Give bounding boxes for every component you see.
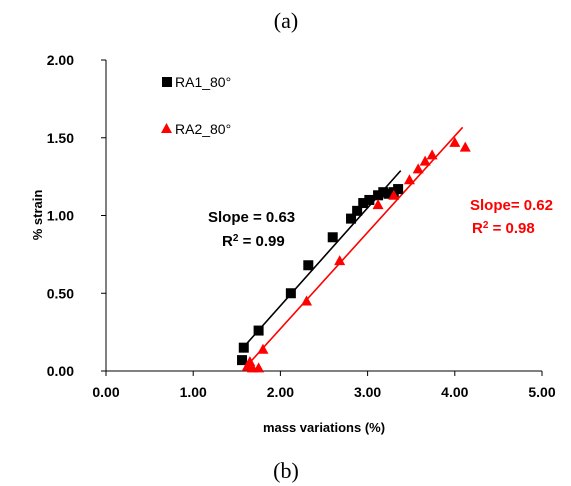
data-point-series-1: [253, 325, 264, 336]
y-tick-label: 2.00: [47, 52, 74, 68]
data-point-series-1: [364, 194, 375, 205]
x-tick-label: 2.00: [267, 384, 294, 400]
x-tick-label: 3.00: [354, 384, 381, 400]
legend-label-ra1: RA1_80°: [175, 74, 231, 90]
data-point-series-2: [253, 362, 265, 373]
x-tick-label: 4.00: [441, 384, 468, 400]
x-tick-label: 0.00: [92, 384, 119, 400]
data-point-series-1: [393, 184, 404, 195]
data-point-series-2: [403, 174, 415, 185]
x-tick-label: 5.00: [528, 384, 555, 400]
x-axis-label: mass variations (%): [263, 420, 385, 435]
data-point-series-1: [378, 187, 389, 198]
data-point-series-1: [352, 205, 363, 216]
y-tick-label: 1.00: [47, 208, 74, 224]
slope-annotation-ra2: Slope= 0.62: [470, 197, 553, 214]
data-point-series-1: [238, 342, 249, 353]
data-point-series-1: [285, 288, 296, 299]
legend-marker-ra2: [161, 123, 172, 133]
data-point-series-1: [303, 260, 314, 271]
data-point-series-2: [372, 199, 384, 210]
data-point-series-2: [301, 295, 313, 306]
fit-line-series-2: [246, 126, 464, 366]
data-point-series-2: [419, 155, 431, 166]
legend-label-ra2: RA2_80°: [175, 121, 231, 137]
y-tick-label: 0.00: [47, 363, 74, 379]
data-point-series-2: [388, 189, 400, 200]
caption-bottom: (b): [273, 458, 299, 483]
data-point-series-2: [449, 136, 461, 147]
y-tick-label: 0.50: [47, 285, 74, 301]
data-point-series-1: [373, 190, 384, 201]
data-point-series-1: [346, 213, 357, 224]
slope-annotation-ra1: Slope = 0.63: [208, 209, 295, 226]
x-tick-label: 1.00: [180, 384, 207, 400]
y-axis-label: % strain: [30, 190, 45, 241]
caption-top: (a): [274, 8, 298, 33]
data-point-series-1: [358, 198, 369, 209]
data-point-series-2: [426, 149, 438, 160]
data-point-series-1: [383, 188, 394, 199]
data-point-series-2: [412, 163, 424, 174]
data-point-series-2: [257, 343, 269, 354]
y-tick-label: 1.50: [47, 130, 74, 146]
data-point-series-2: [459, 141, 471, 152]
data-point-series-2: [334, 255, 346, 266]
r2-annotation-ra2: R2 = 0.98: [472, 220, 535, 238]
r2-annotation-ra1: R2 = 0.99: [222, 233, 285, 251]
legend-marker-ra1: [162, 77, 172, 87]
data-point-series-1: [327, 232, 338, 243]
data-point-series-1: [237, 355, 248, 366]
